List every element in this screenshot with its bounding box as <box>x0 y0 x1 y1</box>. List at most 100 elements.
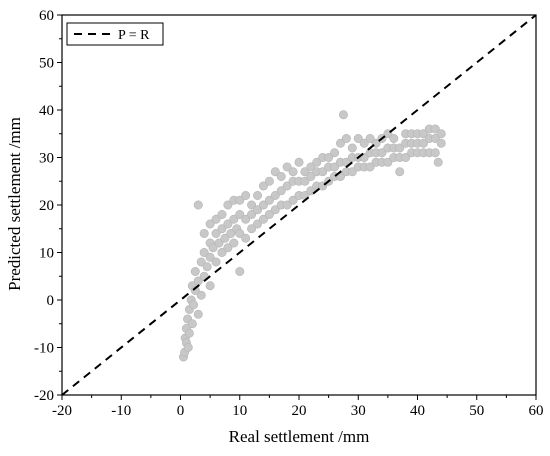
data-point <box>430 124 440 134</box>
y-tick-label: -20 <box>34 388 54 404</box>
data-point <box>205 252 215 262</box>
y-tick-label: 0 <box>47 293 55 309</box>
data-point <box>306 162 316 172</box>
data-point <box>229 214 239 224</box>
data-point <box>330 162 340 172</box>
legend-box <box>66 22 164 46</box>
data-point <box>264 176 274 186</box>
data-point <box>276 186 286 196</box>
data-point <box>190 266 200 276</box>
data-point <box>253 205 263 215</box>
legend-label: P = R <box>118 28 150 43</box>
data-point <box>202 262 212 272</box>
data-point <box>395 143 405 153</box>
data-point <box>211 257 221 267</box>
data-point <box>365 162 375 172</box>
data-point <box>353 134 363 144</box>
data-point <box>247 200 257 210</box>
data-point <box>401 153 411 163</box>
data-point <box>282 162 292 172</box>
y-tick-label: 50 <box>39 56 54 72</box>
data-point <box>418 129 428 139</box>
data-point <box>288 167 298 177</box>
data-point <box>300 176 310 186</box>
x-tick-label: 30 <box>351 403 366 419</box>
data-point <box>226 229 236 239</box>
data-point <box>276 172 286 182</box>
data-point <box>183 342 193 352</box>
data-point <box>389 134 399 144</box>
data-point <box>214 238 224 248</box>
data-point <box>208 243 218 253</box>
data-point <box>433 157 443 167</box>
reference-line <box>61 14 537 396</box>
data-point <box>377 148 387 158</box>
data-point <box>211 214 221 224</box>
data-point <box>253 219 263 229</box>
y-axis-title: Predicted settlement /mm <box>5 117 24 291</box>
data-point <box>436 129 446 139</box>
data-point <box>282 181 292 191</box>
data-point <box>395 167 405 177</box>
data-point <box>235 266 245 276</box>
x-tick-label: 50 <box>469 403 484 419</box>
data-point <box>220 233 230 243</box>
data-point <box>217 210 227 220</box>
y-tick-label: 30 <box>39 151 54 167</box>
data-point <box>338 110 348 120</box>
data-point <box>264 210 274 220</box>
data-point <box>229 238 239 248</box>
data-point <box>258 181 268 191</box>
data-point <box>330 148 340 158</box>
x-tick-label: -10 <box>111 403 131 419</box>
y-tick-label: 40 <box>39 103 54 119</box>
data-point <box>199 229 209 239</box>
data-point <box>341 134 351 144</box>
data-point <box>211 229 221 239</box>
data-point <box>282 200 292 210</box>
x-axis-title: Real settlement /mm <box>229 427 370 446</box>
scatter-points <box>178 110 446 362</box>
data-point <box>223 200 233 210</box>
data-point <box>383 157 393 167</box>
x-tick-label: 20 <box>292 403 307 419</box>
legend: P = R <box>66 22 164 46</box>
data-point <box>253 191 263 201</box>
data-point <box>217 248 227 258</box>
data-point <box>264 195 274 205</box>
data-point <box>199 248 209 258</box>
data-point <box>235 195 245 205</box>
data-point <box>184 328 194 338</box>
data-point <box>193 309 203 319</box>
data-point <box>300 167 310 177</box>
data-point <box>306 172 316 182</box>
data-point <box>270 167 280 177</box>
data-point <box>270 191 280 201</box>
y-tick-label: -10 <box>34 341 54 357</box>
data-point <box>241 214 251 224</box>
x-tick-label: 40 <box>410 403 425 419</box>
x-tick-label: 0 <box>177 403 185 419</box>
data-point <box>189 300 199 310</box>
data-point <box>247 224 257 234</box>
data-point <box>324 153 334 163</box>
data-point <box>223 219 233 229</box>
data-point <box>235 229 245 239</box>
data-point <box>217 224 227 234</box>
data-point <box>187 319 197 329</box>
data-point <box>335 138 345 148</box>
data-point <box>196 257 206 267</box>
data-point <box>347 167 357 177</box>
data-point <box>223 243 233 253</box>
data-point <box>347 143 357 153</box>
data-point <box>312 157 322 167</box>
y-axis: -20 -10 0 10 20 30 40 50 60 <box>34 8 62 404</box>
x-tick-label: 60 <box>529 403 544 419</box>
data-point <box>270 205 280 215</box>
x-tick-label: -20 <box>52 403 72 419</box>
data-point <box>294 157 304 167</box>
data-point <box>241 191 251 201</box>
data-point <box>258 200 268 210</box>
data-point <box>235 210 245 220</box>
